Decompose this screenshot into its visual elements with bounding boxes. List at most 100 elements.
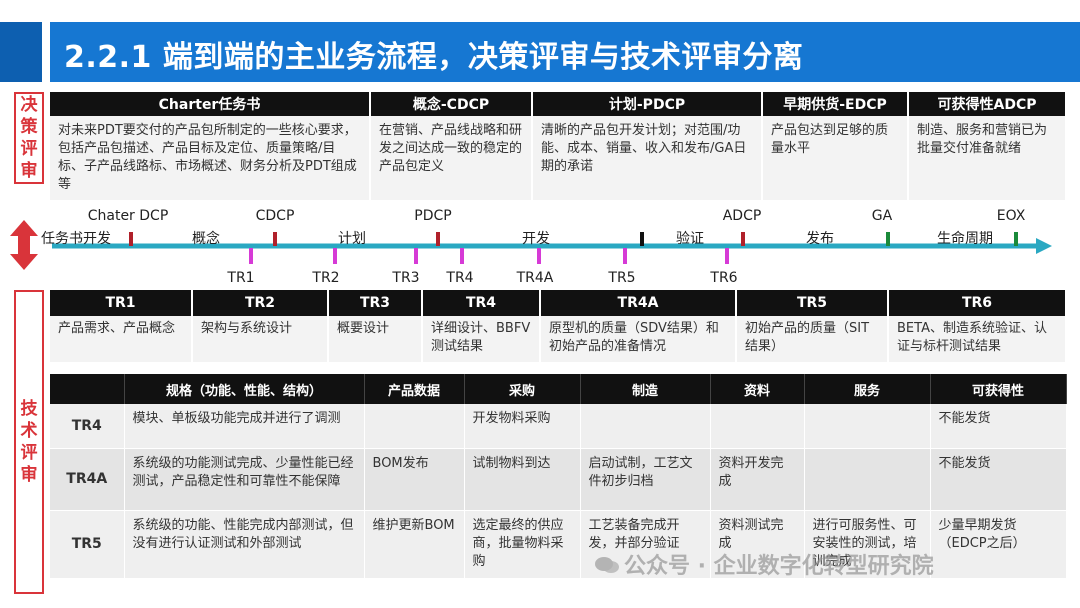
grid-header-manufacturing: 制造 [580, 374, 711, 404]
label-eox: EOX [996, 208, 1026, 224]
technical-review-label: 技术评审 [14, 290, 44, 594]
technical-review-table: TR1 TR2 TR3 TR4 TR4A TR5 TR6 产品需求、产品概念 架… [50, 290, 1067, 362]
title-stripe [0, 22, 42, 82]
tr-cell-tr6: BETA、制造系统验证、认证与标杆测试结果 [888, 316, 1067, 362]
grid-rowhead: TR5 [50, 510, 125, 579]
dec-cell-charter: 对未来PDT要交付的产品包所制定的一些核心要求，包括产品包描述、产品目标及定位、… [50, 116, 371, 200]
grid-header-availability: 可获得性 [930, 374, 1067, 404]
tr-cell-tr2: 架构与系统设计 [192, 316, 329, 362]
label-tr2: TR2 [312, 270, 340, 286]
grid-header-blank [50, 374, 125, 404]
marker-tr5 [623, 248, 627, 264]
grid-cell: 选定最终的供应商，批量物料采购 [464, 510, 581, 579]
marker-eox [1014, 232, 1018, 246]
grid-header-spec: 规格（功能、性能、结构） [124, 374, 365, 404]
grid-rowhead: TR4 [50, 404, 125, 449]
phase-lifecycle: 生命周期 [937, 231, 993, 247]
label-tr4: TR4 [446, 270, 474, 286]
watermark-text: 公众号 · 企业数字化转型研究院 [624, 554, 934, 579]
dec-header-cdcp: 概念-CDCP [370, 92, 533, 116]
grid-row-tr5: TR5 系统级的功能、性能完成内部测试，但没有进行认证测试和外部测试 维护更新B… [50, 510, 1067, 579]
process-timeline: Chater DCP CDCP PDCP ADCP GA EOX 任务书开发 概… [0, 200, 1080, 292]
tr-header-tr2: TR2 [192, 290, 329, 316]
tr-header-tr1: TR1 [50, 290, 193, 316]
tr-cell-tr5: 初始产品的质量（SIT结果） [736, 316, 889, 362]
grid-cell: 试制物料到达 [464, 448, 581, 511]
dec-header-charter: Charter任务书 [50, 92, 371, 116]
phase-release: 发布 [806, 231, 834, 247]
grid-header-documentation: 资料 [710, 374, 805, 404]
marker-ga [886, 232, 890, 246]
grid-cell: 进行可服务性、可安装性的测试，培训完成 [804, 510, 931, 579]
tr-readiness-grid: 规格（功能、性能、结构） 产品数据 采购 制造 资料 服务 可获得性 TR4 模… [50, 374, 1067, 579]
wechat-icon [595, 557, 619, 573]
label-tr1: TR1 [227, 270, 255, 286]
label-tr6: TR6 [710, 270, 738, 286]
dec-cell-pdcp: 清晰的产品包开发计划；对范围/功能、成本、销量、收入和发布/GA日期的承诺 [532, 116, 763, 200]
grid-cell: 不能发货 [930, 404, 1067, 449]
marker-adcp [741, 232, 745, 246]
dec-header-pdcp: 计划-PDCP [532, 92, 763, 116]
decision-review-label: 决策评审 [14, 92, 44, 184]
dec-header-adcp: 可获得性ADCP [908, 92, 1067, 116]
tr-cell-tr4: 详细设计、BBFV测试结果 [422, 316, 541, 362]
grid-row-tr4a: TR4A 系统级的功能测试完成、少量性能已经测试，产品稳定性和可靠性不能保障 B… [50, 448, 1067, 511]
dec-cell-adcp: 制造、服务和营销已为批量交付准备就绪 [908, 116, 1067, 200]
marker-tr4 [460, 248, 464, 264]
label-chater-dcp: Chater DCP [87, 208, 169, 224]
grid-cell: 系统级的功能测试完成、少量性能已经测试，产品稳定性和可靠性不能保障 [124, 448, 365, 511]
grid-cell: BOM发布 [364, 448, 465, 511]
marker-tr6 [725, 248, 729, 264]
tr-cell-tr4a: 原型机的质量（SDV结果）和初始产品的准备情况 [540, 316, 737, 362]
title-gap [42, 22, 50, 82]
grid-header-product-data: 产品数据 [364, 374, 465, 404]
timeline-arrowhead [1036, 238, 1052, 254]
label-cdcp: CDCP [255, 208, 295, 224]
double-arrow-icon [10, 220, 38, 270]
grid-cell: 系统级的功能、性能完成内部测试，但没有进行认证测试和外部测试 [124, 510, 365, 579]
grid-cell [364, 404, 465, 449]
marker-chater-dcp [129, 232, 133, 246]
grid-cell: 资料开发完成 [710, 448, 805, 511]
grid-cell: 维护更新BOM [364, 510, 465, 579]
label-tr5: TR5 [608, 270, 636, 286]
tr-header-tr4: TR4 [422, 290, 541, 316]
grid-header-procurement: 采购 [464, 374, 581, 404]
tr-header-tr3: TR3 [328, 290, 423, 316]
label-tr4a: TR4A [516, 270, 554, 286]
grid-cell [804, 448, 931, 511]
timeline-graphic [10, 220, 1052, 270]
marker-pdcp [436, 232, 440, 246]
marker-cdcp [273, 232, 277, 246]
tr-header-tr4a: TR4A [540, 290, 737, 316]
grid-cell: 资料测试完成 [710, 510, 805, 579]
title-bar: 2.2.1 端到端的主业务流程，决策评审与技术评审分离 [0, 22, 1080, 82]
grid-cell [804, 404, 931, 449]
marker-black [640, 232, 644, 246]
label-adcp: ADCP [722, 208, 762, 224]
marker-tr3 [414, 248, 418, 264]
decision-review-table: Charter任务书 概念-CDCP 计划-PDCP 早期供货-EDCP 可获得… [50, 92, 1067, 200]
tr-cell-tr3: 概要设计 [328, 316, 423, 362]
grid-cell: 开发物料采购 [464, 404, 581, 449]
grid-cell [710, 404, 805, 449]
label-ga: GA [871, 208, 893, 224]
tr-header-tr5: TR5 [736, 290, 889, 316]
dec-cell-edcp: 产品包达到足够的质量水平 [762, 116, 909, 200]
marker-tr4a [537, 248, 541, 264]
phase-develop: 开发 [522, 231, 550, 247]
page-title: 2.2.1 端到端的主业务流程，决策评审与技术评审分离 [64, 40, 804, 75]
grid-cell: 少量早期发货（EDCP之后） [930, 510, 1067, 579]
phase-charter: 任务书开发 [41, 231, 111, 247]
label-tr3: TR3 [392, 270, 420, 286]
phase-plan: 计划 [338, 231, 366, 247]
phase-verify: 验证 [676, 231, 704, 247]
dec-cell-cdcp: 在营销、产品线战略和研发之间达成一致的稳定的产品包定义 [370, 116, 533, 200]
tr-cell-tr1: 产品需求、产品概念 [50, 316, 193, 362]
grid-cell: 不能发货 [930, 448, 1067, 511]
phase-concept: 概念 [192, 231, 220, 247]
grid-cell: 启动试制，工艺文件初步归档 [580, 448, 711, 511]
tr-header-tr6: TR6 [888, 290, 1067, 316]
marker-tr2 [333, 248, 337, 264]
label-pdcp: PDCP [414, 208, 452, 224]
